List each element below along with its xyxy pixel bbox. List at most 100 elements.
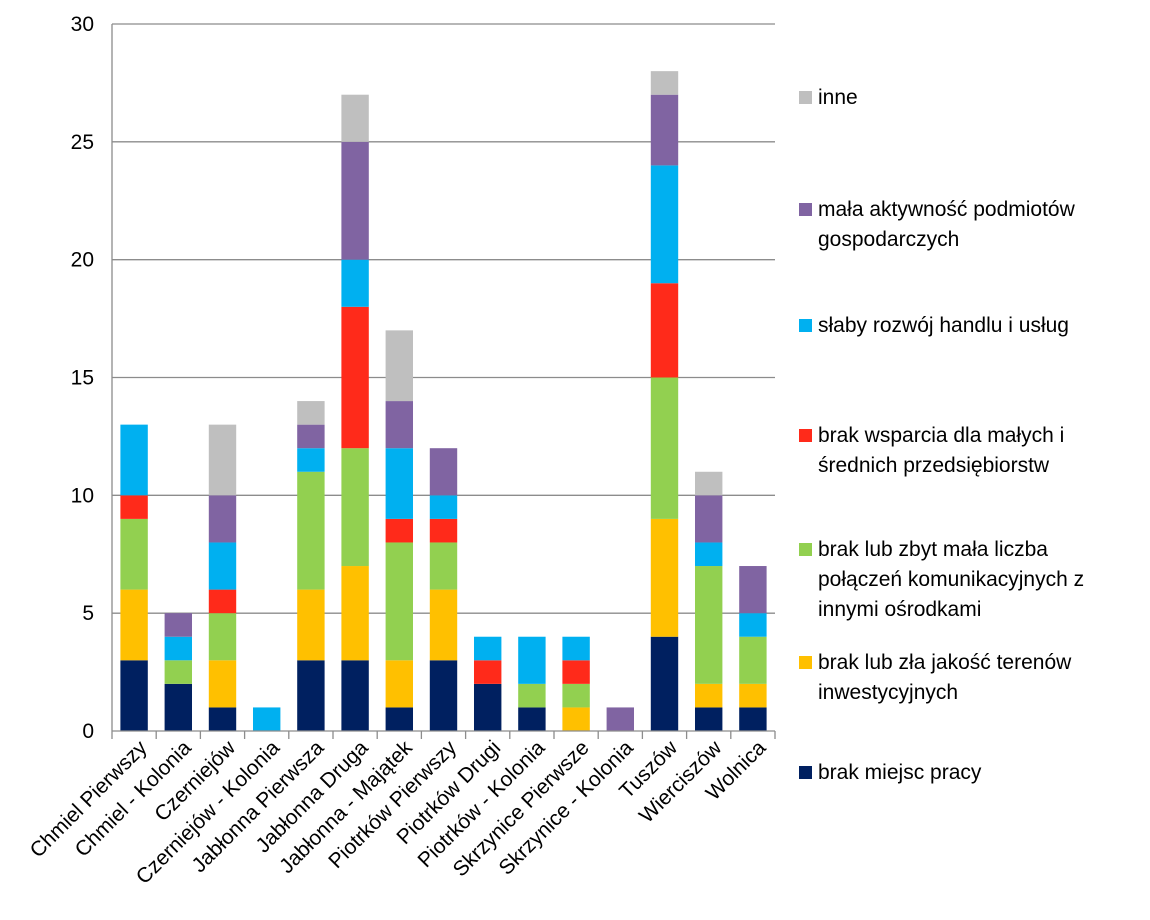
bar-segment bbox=[297, 448, 325, 472]
bar-segment bbox=[429, 542, 458, 590]
y-tick-label: 30 bbox=[71, 13, 94, 36]
bar-segment bbox=[341, 566, 369, 661]
bar-segment bbox=[650, 94, 679, 166]
bar-segment bbox=[562, 636, 590, 661]
legend-label: brak wsparcia dla małych i bbox=[818, 424, 1064, 447]
bar-segment bbox=[385, 330, 414, 402]
bar-segment bbox=[164, 660, 193, 684]
bar-segment bbox=[208, 495, 237, 543]
legend: inne mała aktywność podmiotów gospodarczyc… bbox=[799, 86, 1084, 784]
legend-swatch bbox=[799, 543, 812, 556]
bar-segment bbox=[164, 683, 193, 731]
y-tick-label: 0 bbox=[82, 720, 94, 743]
bar-segment bbox=[385, 660, 414, 708]
legend-swatch bbox=[799, 656, 812, 669]
bar-segment bbox=[164, 613, 193, 637]
y-axis: 0 5 10 15 20 25 30 bbox=[71, 13, 113, 743]
bar-segment bbox=[473, 660, 502, 684]
legend-label: mała aktywność podmiotów bbox=[818, 198, 1076, 221]
bar-segment bbox=[739, 683, 767, 708]
legend-swatch bbox=[799, 91, 812, 104]
bar-segment bbox=[385, 518, 414, 543]
bar-segment bbox=[297, 589, 325, 661]
legend-label: inne bbox=[818, 86, 858, 109]
bar-segment bbox=[694, 566, 723, 684]
bar-segment bbox=[650, 518, 679, 637]
bar-segment bbox=[694, 542, 723, 567]
bar-segment bbox=[297, 471, 325, 590]
legend-label: innymi ośrodkami bbox=[818, 598, 981, 621]
y-tick-label: 15 bbox=[71, 367, 94, 390]
bar-segment bbox=[694, 707, 723, 731]
bar-segment bbox=[208, 589, 237, 614]
legend-item: brak wsparcia dla małych i średnich przed… bbox=[799, 424, 1064, 477]
bar-segment bbox=[429, 448, 458, 496]
bar-segment bbox=[208, 424, 237, 496]
bar-segment bbox=[385, 707, 414, 731]
bar-segment bbox=[297, 401, 325, 425]
legend-label: gospodarczych bbox=[818, 228, 959, 251]
legend-label: słaby rozwój handlu i usług bbox=[818, 314, 1069, 337]
bar-segment bbox=[694, 471, 723, 496]
y-tick-label: 20 bbox=[71, 249, 94, 272]
legend-item: słaby rozwój handlu i usług bbox=[799, 314, 1069, 337]
bar-segment bbox=[208, 707, 237, 731]
bar-segment bbox=[120, 518, 148, 590]
legend-swatch bbox=[799, 203, 812, 216]
bar-segment bbox=[208, 613, 237, 661]
bar-segment bbox=[518, 707, 546, 731]
bar-segment bbox=[473, 683, 502, 731]
legend-item: mała aktywność podmiotów gospodarczych bbox=[799, 198, 1076, 251]
bar-segment bbox=[473, 636, 502, 661]
legend-swatch bbox=[799, 429, 812, 442]
bar-segment bbox=[518, 683, 546, 708]
bar-segment bbox=[650, 71, 679, 95]
bars bbox=[120, 71, 767, 731]
bar-segment bbox=[562, 683, 590, 708]
bar-segment bbox=[429, 518, 458, 543]
bar-segment bbox=[739, 613, 767, 637]
bar-segment bbox=[385, 448, 414, 519]
legend-label: połączeń komunikacyjnych z bbox=[818, 568, 1084, 591]
bar-segment bbox=[385, 542, 414, 661]
y-tick-label: 10 bbox=[71, 484, 94, 507]
bar-segment bbox=[252, 707, 281, 731]
legend-label: brak lub zła jakość terenów bbox=[818, 651, 1072, 674]
bar-segment bbox=[694, 683, 723, 708]
legend-swatch bbox=[799, 766, 812, 779]
bar-segment bbox=[120, 424, 148, 496]
bar-segment bbox=[650, 165, 679, 284]
legend-label: inwestycyjnych bbox=[818, 681, 958, 704]
bar-segment bbox=[518, 636, 546, 684]
bar-segment bbox=[429, 589, 458, 661]
bar-segment bbox=[297, 424, 325, 449]
bar-segment bbox=[650, 377, 679, 519]
bar-segment bbox=[341, 259, 369, 307]
y-tick-label: 5 bbox=[82, 602, 94, 625]
legend-item: inne bbox=[799, 86, 858, 109]
bar-segment bbox=[650, 636, 679, 731]
bar-segment bbox=[562, 707, 590, 731]
legend-item: brak lub zła jakość terenów inwestycyjnyc… bbox=[799, 651, 1072, 704]
bar-segment bbox=[120, 660, 148, 731]
bar-segment bbox=[208, 542, 237, 590]
legend-label: średnich przedsiębiorstw bbox=[818, 454, 1050, 477]
bar-segment bbox=[341, 94, 369, 142]
bar-segment bbox=[341, 660, 369, 731]
bar-segment bbox=[694, 495, 723, 543]
bar-segment bbox=[341, 141, 369, 260]
bar-segment bbox=[120, 495, 148, 519]
bar-segment bbox=[650, 283, 679, 378]
bar-segment bbox=[739, 566, 767, 614]
bar-segment bbox=[606, 707, 635, 731]
legend-label: brak miejsc pracy bbox=[818, 761, 982, 784]
legend-swatch bbox=[799, 319, 812, 332]
legend-item: brak lub zbyt mała liczba połączeń komuni… bbox=[799, 538, 1084, 621]
legend-label: brak lub zbyt mała liczba bbox=[818, 538, 1048, 561]
bar-segment bbox=[208, 660, 237, 708]
bar-segment bbox=[341, 448, 369, 567]
bar-segment bbox=[739, 707, 767, 731]
bar-segment bbox=[164, 636, 193, 661]
